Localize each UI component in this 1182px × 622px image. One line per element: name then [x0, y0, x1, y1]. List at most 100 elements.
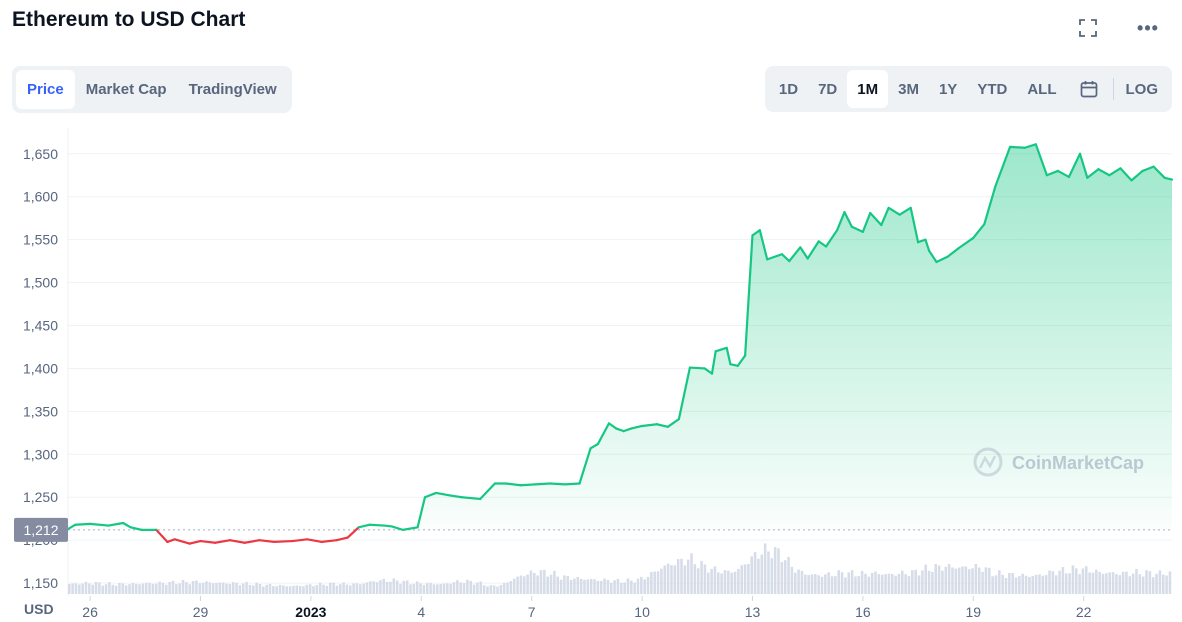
fullscreen-icon[interactable] [1074, 14, 1102, 42]
volume-bar [1014, 577, 1018, 594]
tab-market-cap[interactable]: Market Cap [85, 81, 167, 98]
range-button-1d[interactable]: 1D [778, 80, 799, 98]
price-segment [622, 427, 633, 433]
volume-bar [844, 577, 847, 594]
tab-price[interactable]: Price [16, 70, 75, 109]
volume-bar [616, 578, 620, 594]
volume-bar [673, 565, 677, 594]
volume-bar [529, 570, 533, 594]
calendar-icon[interactable] [1067, 70, 1111, 108]
price-segment [122, 521, 132, 529]
volume-bar [543, 569, 546, 594]
volume-bar [104, 584, 108, 594]
volume-bar [466, 579, 469, 594]
volume-bar [1018, 576, 1021, 594]
range-button-3m[interactable]: 3M [898, 80, 919, 98]
volume-bar [894, 575, 897, 594]
log-scale-button[interactable]: LOG [1125, 80, 1159, 98]
volume-bar [636, 578, 640, 594]
volume-bar [1021, 573, 1024, 594]
volume-bar [338, 584, 342, 594]
price-segment [548, 482, 566, 486]
tab-tradingview[interactable]: TradingView [188, 81, 277, 98]
range-button-ytd[interactable]: YTD [977, 80, 1008, 98]
price-segment [214, 539, 232, 544]
volume-bar [921, 570, 924, 594]
volume-bar [934, 564, 938, 594]
volume-bar [231, 582, 235, 594]
volume-bar [268, 583, 272, 594]
price-point [273, 541, 275, 543]
volume-bar [1081, 568, 1085, 594]
volume-bar [185, 582, 188, 594]
volume-bar [1125, 571, 1128, 594]
x-tick-label: 10 [634, 604, 650, 620]
price-segment [1097, 168, 1111, 177]
volume-bar [1165, 575, 1168, 594]
volume-bar [760, 554, 764, 594]
price-segment [519, 483, 537, 487]
volume-bar [161, 582, 165, 594]
price-segment [688, 366, 706, 370]
volume-bar [837, 570, 840, 594]
volume-bar [502, 582, 506, 594]
volume-bar [991, 576, 994, 594]
price-segment [228, 539, 246, 544]
y-tick-label: 1,350 [23, 403, 58, 419]
price-point [689, 366, 691, 369]
volume-bar [686, 559, 690, 594]
price-area [68, 144, 1172, 530]
baseline-label-box [14, 517, 68, 542]
volume-bar [1068, 573, 1071, 594]
volume-bar [1121, 571, 1125, 594]
volume-bar [1151, 577, 1155, 594]
volume-bar [84, 581, 88, 594]
volume-bar [660, 568, 663, 594]
range-button-1m[interactable]: 1M [847, 70, 889, 108]
volume-bar [499, 584, 503, 594]
volume-bar [1118, 575, 1122, 594]
price-point [729, 363, 732, 365]
range-button-1y[interactable]: 1Y [938, 80, 958, 98]
volume-bar [402, 580, 406, 594]
price-segment [1108, 167, 1122, 177]
volume-bar [221, 582, 225, 594]
volume-bar [1071, 565, 1075, 594]
volume-bar [399, 583, 402, 594]
volume-bar [880, 574, 884, 594]
volume-bar [1061, 567, 1065, 594]
volume-bar [114, 585, 118, 594]
price-point [173, 538, 176, 541]
volume-bar [522, 576, 526, 594]
price-point [479, 498, 481, 500]
price-segment [1086, 168, 1100, 179]
volume-bar [506, 582, 509, 594]
volume-bar [168, 582, 171, 594]
volume-bar [422, 584, 426, 594]
range-button-all[interactable]: ALL [1027, 80, 1057, 98]
price-segment [1119, 167, 1133, 182]
volume-bar [295, 585, 299, 594]
more-horizontal-icon[interactable]: ••• [1137, 17, 1159, 38]
volume-bar [131, 582, 135, 594]
volume-bar [683, 565, 687, 594]
volume-bar [777, 548, 780, 594]
range-button-7d[interactable]: 7D [818, 80, 838, 98]
volume-bar [1168, 571, 1172, 594]
volume-bar [563, 575, 566, 594]
volume-bar [1091, 572, 1095, 594]
price-segment [74, 522, 92, 526]
price-segment [1034, 143, 1048, 177]
volume-bar [372, 581, 375, 594]
volume-bar [1001, 574, 1004, 594]
volume-bar [1108, 572, 1111, 594]
volume-bar [569, 580, 573, 594]
volume-bar [436, 584, 439, 594]
price-segment [188, 539, 202, 545]
volume-bar [857, 575, 861, 594]
volume-bar [349, 585, 352, 594]
price-point [1035, 143, 1037, 146]
price-segment [291, 538, 309, 543]
volume-bar [108, 582, 111, 594]
volume-bar [937, 565, 941, 594]
